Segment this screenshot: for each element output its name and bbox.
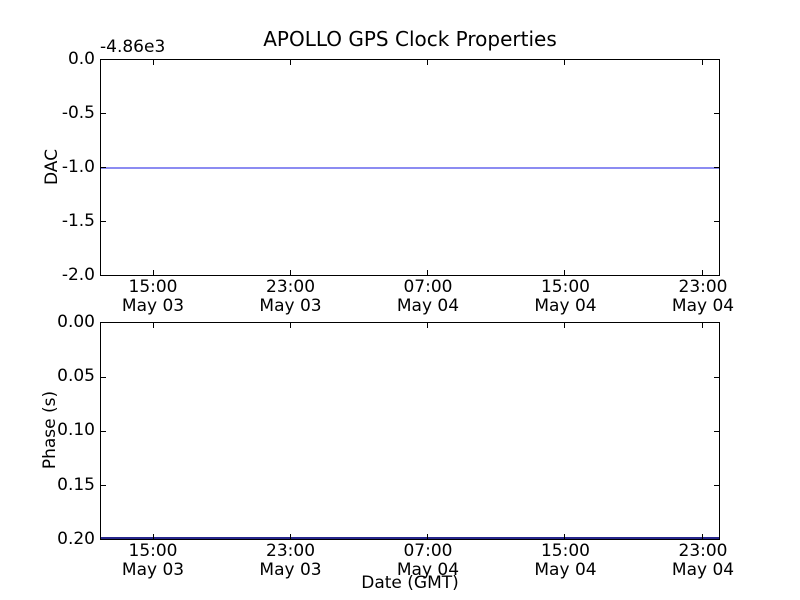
y-tick-mark — [714, 484, 719, 486]
dac-plot-area — [100, 59, 720, 276]
x-tick-mark — [153, 270, 155, 275]
y-tick-mark — [714, 430, 719, 432]
x-tick-mark — [153, 60, 155, 65]
y-tick-mark — [714, 376, 719, 378]
y-tick-mark — [101, 376, 106, 378]
y-tick-label: -1.5 — [61, 211, 95, 231]
x-tick-time: 23:00 — [678, 277, 728, 297]
y-tick-label: 0.10 — [57, 420, 95, 440]
x-tick-mark — [290, 323, 292, 328]
x-tick-date: May 04 — [534, 296, 597, 316]
y-tick-mark — [101, 484, 106, 486]
x-axis-label: Date (GMT) — [361, 573, 459, 593]
x-tick-date: May 04 — [671, 560, 735, 580]
x-tick-date: May 04 — [534, 560, 597, 580]
x-tick-label: 15:00 May 04 — [517, 278, 613, 316]
x-tick-date: May 03 — [121, 296, 185, 316]
x-tick-label: 07:00 May 04 — [380, 278, 476, 316]
phase-data-line — [101, 537, 719, 539]
y-tick-label: 0.00 — [57, 312, 95, 332]
x-tick-date: May 03 — [259, 560, 322, 580]
x-tick-label: 15:00 May 03 — [105, 278, 201, 316]
y-tick-label: -0.5 — [61, 103, 95, 123]
x-tick-mark — [427, 270, 429, 275]
y-tick-label: 0.20 — [57, 529, 95, 549]
x-tick-date: May 04 — [396, 296, 460, 316]
x-tick-mark — [564, 534, 566, 539]
y-tick-mark — [714, 220, 719, 222]
x-tick-label: 23:00 May 03 — [243, 278, 339, 316]
y-tick-mark — [714, 113, 719, 115]
x-tick-date: May 04 — [396, 560, 460, 580]
x-tick-mark — [564, 323, 566, 328]
x-tick-mark — [701, 270, 703, 275]
y-tick-mark — [101, 167, 106, 168]
x-tick-label: 23:00 May 03 — [243, 542, 339, 580]
y-tick-mark — [101, 220, 106, 222]
x-tick-mark — [290, 270, 292, 275]
x-tick-mark — [564, 270, 566, 275]
x-tick-time: 23:00 — [266, 541, 316, 561]
x-tick-label: 15:00 May 04 — [517, 542, 613, 580]
x-tick-mark — [290, 534, 292, 539]
x-tick-date: May 03 — [259, 296, 322, 316]
x-tick-label: 15:00 May 03 — [105, 542, 201, 580]
x-tick-time: 23:00 — [266, 277, 316, 297]
x-tick-mark — [701, 323, 703, 328]
x-tick-mark — [701, 60, 703, 65]
x-tick-label: 23:00 May 04 — [655, 278, 751, 316]
x-tick-mark — [290, 60, 292, 65]
y-tick-mark — [101, 113, 106, 115]
y-tick-label: 0.05 — [57, 366, 95, 386]
x-tick-time: 07:00 — [403, 277, 453, 297]
x-tick-mark — [427, 534, 429, 539]
chart-title: APOLLO GPS Clock Properties — [263, 27, 557, 51]
x-tick-label: 07:00 May 04 — [380, 542, 476, 580]
x-tick-label: 23:00 May 04 — [655, 542, 751, 580]
x-tick-time: 15:00 — [540, 277, 590, 297]
x-tick-date: May 04 — [671, 296, 735, 316]
y-tick-mark — [101, 430, 106, 432]
x-tick-time: 15:00 — [128, 277, 178, 297]
x-tick-time: 15:00 — [540, 541, 590, 561]
x-tick-time: 07:00 — [403, 541, 453, 561]
x-tick-mark — [153, 534, 155, 539]
dac-data-line — [101, 166, 719, 169]
x-tick-mark — [427, 60, 429, 65]
y-tick-label: -2.0 — [61, 265, 95, 285]
x-tick-mark — [153, 323, 155, 328]
x-tick-date: May 03 — [121, 560, 185, 580]
x-tick-mark — [701, 534, 703, 539]
x-tick-mark — [427, 323, 429, 328]
y-tick-label: 0.0 — [67, 49, 95, 69]
phase-plot-area — [100, 322, 720, 540]
x-tick-time: 23:00 — [678, 541, 728, 561]
y-tick-label: 0.15 — [57, 475, 95, 495]
x-tick-mark — [564, 60, 566, 65]
x-tick-time: 15:00 — [128, 541, 178, 561]
y-tick-label: -1.0 — [61, 157, 95, 177]
y-tick-mark — [714, 167, 719, 168]
y-axis-offset-text: -4.86e3 — [100, 37, 166, 57]
